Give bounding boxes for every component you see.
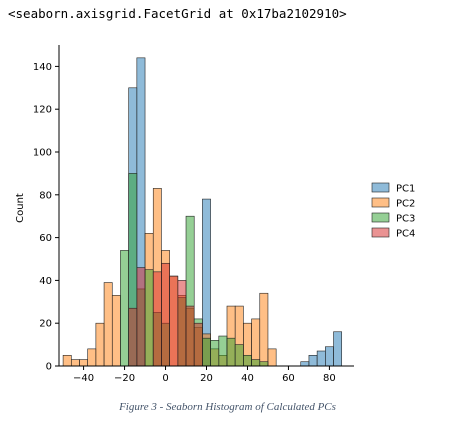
histogram-bar-pc2	[95, 322, 105, 367]
histogram-bar-pc3	[243, 354, 252, 367]
y-tick-label: 140	[33, 62, 52, 73]
y-tick-label: 60	[39, 233, 52, 244]
histogram-bar-pc3	[259, 361, 269, 367]
histogram-bar-pc3	[144, 269, 154, 367]
histogram-bar-pc4	[136, 267, 146, 367]
histogram-bar-pc3	[202, 337, 211, 367]
histogram-bar-pc2	[111, 295, 121, 367]
histogram-bar-pc1	[325, 346, 334, 367]
histogram-bar-pc1	[333, 331, 343, 367]
histogram-bar-pc1	[300, 361, 310, 367]
histogram-bar-pc3	[210, 340, 220, 367]
histogram-bar-pc3	[226, 337, 236, 367]
histogram-bar-pc4	[185, 305, 195, 367]
histogram-bar-pc1	[316, 350, 326, 367]
histogram-bar-pc4	[128, 307, 138, 367]
histogram-bar-pc2	[62, 354, 72, 367]
histogram-bar-pc2	[267, 348, 277, 367]
histogram-bar-pc2	[103, 282, 113, 367]
x-tick-label: 0	[162, 373, 168, 384]
x-tick-label: 80	[323, 373, 336, 384]
legend-swatch-pc1	[371, 182, 390, 193]
legend-swatch-pc2	[371, 197, 390, 208]
histogram-bar-pc3	[218, 335, 228, 367]
histogram-bar-pc4	[169, 275, 179, 367]
output-repr-text: <seaborn.axisgrid.FacetGrid at 0x17ba210…	[8, 6, 347, 21]
x-tick-label: 60	[282, 373, 295, 384]
legend-label-pc2: PC2	[396, 199, 415, 210]
histogram-bar-pc4	[161, 262, 170, 367]
histogram-bar-pc4	[177, 280, 187, 367]
y-tick-label: 20	[39, 319, 52, 330]
x-tick-label: 20	[200, 373, 213, 384]
histogram-bar-pc2	[87, 348, 97, 367]
legend-label-pc4: PC4	[396, 229, 415, 240]
legend-label-pc1: PC1	[396, 184, 415, 195]
y-axis-label: Count	[15, 193, 26, 223]
x-tick-label: −20	[114, 373, 135, 384]
legend-swatch-pc3	[371, 212, 390, 223]
histogram-bar-pc2	[251, 318, 261, 367]
histogram-bar-pc3	[234, 344, 244, 367]
y-tick-label: 100	[33, 148, 52, 159]
y-tick-label: 120	[33, 105, 52, 116]
histogram-bar-pc4	[193, 322, 203, 367]
chart-legend: PC1 PC2 PC3 PC4	[371, 182, 415, 240]
x-tick-label: 40	[241, 373, 254, 384]
legend-label-pc3: PC3	[396, 214, 415, 225]
figure-caption: Figure 3 - Seaborn Histogram of Calculat…	[119, 401, 336, 413]
histogram-bar-pc4	[152, 271, 162, 367]
x-tick-label: −40	[73, 373, 94, 384]
y-tick-label: 40	[39, 276, 52, 287]
y-tick-label: 80	[39, 190, 52, 201]
histogram-bar-pc3	[120, 250, 129, 367]
histogram-bar-pc2	[79, 359, 88, 367]
histogram-bar-pc3	[251, 359, 261, 367]
histogram-bar-pc1	[308, 354, 318, 367]
chart-axes: −40 −20 0 20 40 60 80 0 20 40 60 80 100 120 140	[33, 45, 354, 384]
histogram-bar-pc2	[70, 359, 80, 367]
histogram-bars	[62, 57, 343, 367]
legend-swatch-pc4	[371, 227, 390, 238]
y-tick-label: 0	[46, 362, 52, 373]
histogram-bar-pc2	[259, 292, 269, 367]
